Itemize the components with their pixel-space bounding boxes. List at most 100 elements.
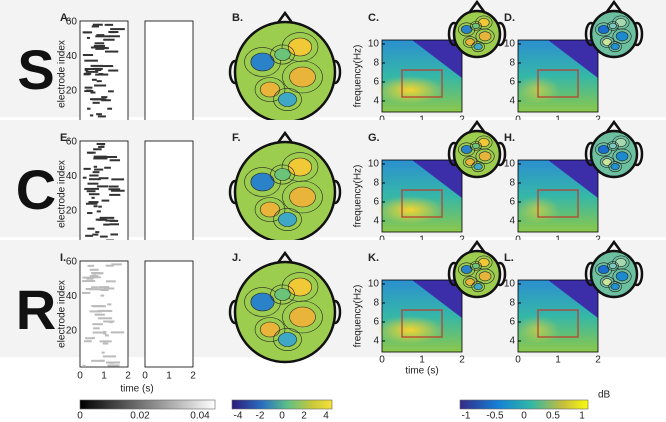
y-tick-label: 40 [66, 291, 78, 302]
raster-event [102, 342, 109, 345]
contour [607, 141, 619, 151]
colorbar-tick-label: 0.5 [546, 411, 560, 422]
y-tick-label: 20 [66, 326, 78, 337]
colorbar-tick-label: 0.04 [190, 411, 210, 422]
raster-event [98, 177, 109, 180]
power-blob [376, 76, 444, 104]
contour [475, 28, 495, 44]
y-tick-label: 8 [373, 58, 379, 69]
raster-event [91, 276, 101, 279]
raster-axes [144, 260, 194, 368]
row-label: R [16, 278, 56, 341]
contour [282, 60, 323, 94]
power-blob [376, 196, 444, 224]
contour [608, 161, 622, 173]
topo-region [608, 22, 617, 30]
raster-event [89, 114, 94, 117]
y-tick-label: 8 [509, 178, 515, 189]
axes-frame [381, 279, 463, 353]
raster-event [92, 272, 97, 275]
y-tick-label: 60 [66, 137, 78, 148]
x-tick-label: 0 [515, 355, 521, 366]
y-axis-label: frequency(Hz) [353, 165, 364, 228]
raster-event [105, 280, 116, 283]
raster-event [83, 72, 92, 75]
raster-event [96, 113, 102, 116]
topomap [447, 119, 507, 179]
panel-letter: J. [232, 252, 241, 264]
y-tick-label: 60 [66, 257, 78, 268]
colorbar-tick-label: 0.02 [130, 411, 150, 422]
contour [462, 36, 478, 48]
raster-event [93, 305, 106, 308]
raster-event [89, 288, 104, 291]
raster-event [111, 263, 122, 266]
contour [282, 180, 323, 214]
topo-region [610, 43, 620, 51]
low-power [548, 280, 598, 318]
topo-region [250, 52, 275, 72]
topo-region [615, 271, 629, 282]
raster-event [108, 35, 120, 38]
y-tick-label: 20 [66, 206, 78, 217]
raster-event [109, 219, 119, 222]
contour [458, 142, 476, 157]
contour [270, 44, 295, 65]
y-tick-label: 8 [373, 298, 379, 309]
topo-region [478, 138, 490, 147]
raster-event [87, 227, 95, 230]
raster-event [107, 364, 120, 367]
x-tick-label: 1 [555, 355, 561, 366]
raster-event [97, 317, 113, 320]
nose [604, 239, 624, 254]
raster-event [102, 355, 117, 358]
raster-event [107, 309, 113, 312]
nose [604, 0, 624, 14]
raster-event [96, 210, 101, 213]
raster-event [85, 234, 94, 237]
contour [462, 276, 478, 288]
raster-event [97, 272, 104, 275]
topomap [584, 119, 644, 179]
contour [254, 317, 286, 342]
raster-event [82, 364, 86, 367]
raster-event [107, 303, 112, 306]
panel-letter: B. [232, 12, 243, 24]
raster-event [84, 340, 92, 343]
x-tick-label: 2 [595, 355, 601, 366]
axes-frame [517, 39, 599, 113]
topo-region [274, 48, 291, 61]
contour [607, 261, 619, 271]
raster-event [94, 42, 105, 45]
y-tick-label: 8 [373, 178, 379, 189]
raster-event [85, 202, 98, 205]
topo-region [615, 151, 629, 162]
topo-region [478, 31, 492, 42]
raster-event [102, 65, 114, 68]
y-axis-label: frequency(Hz) [353, 285, 364, 348]
panel-letter: H. [504, 132, 515, 144]
raster-event [110, 233, 119, 236]
raster-event [88, 178, 101, 181]
y-axis-label: electrode index [57, 40, 68, 108]
raster-event [82, 291, 91, 294]
roi-box [537, 189, 579, 218]
raster-event [97, 309, 112, 312]
raster-event [101, 96, 108, 99]
raster-event [96, 185, 109, 188]
raster-event [93, 327, 100, 330]
raster-event [97, 115, 106, 118]
y-tick-label: 4 [509, 336, 515, 347]
axes-frame [381, 159, 463, 233]
contour [612, 28, 632, 44]
topo-region [287, 157, 312, 177]
raster-event [90, 91, 96, 94]
panel-letter: A. [60, 12, 71, 24]
contour [595, 142, 613, 157]
roi-box [401, 69, 443, 98]
y-tick-label: 6 [509, 197, 515, 208]
y-tick-label: 10 [368, 279, 380, 290]
raster-event [99, 340, 112, 343]
raster-event [104, 50, 119, 53]
contour [273, 208, 302, 232]
